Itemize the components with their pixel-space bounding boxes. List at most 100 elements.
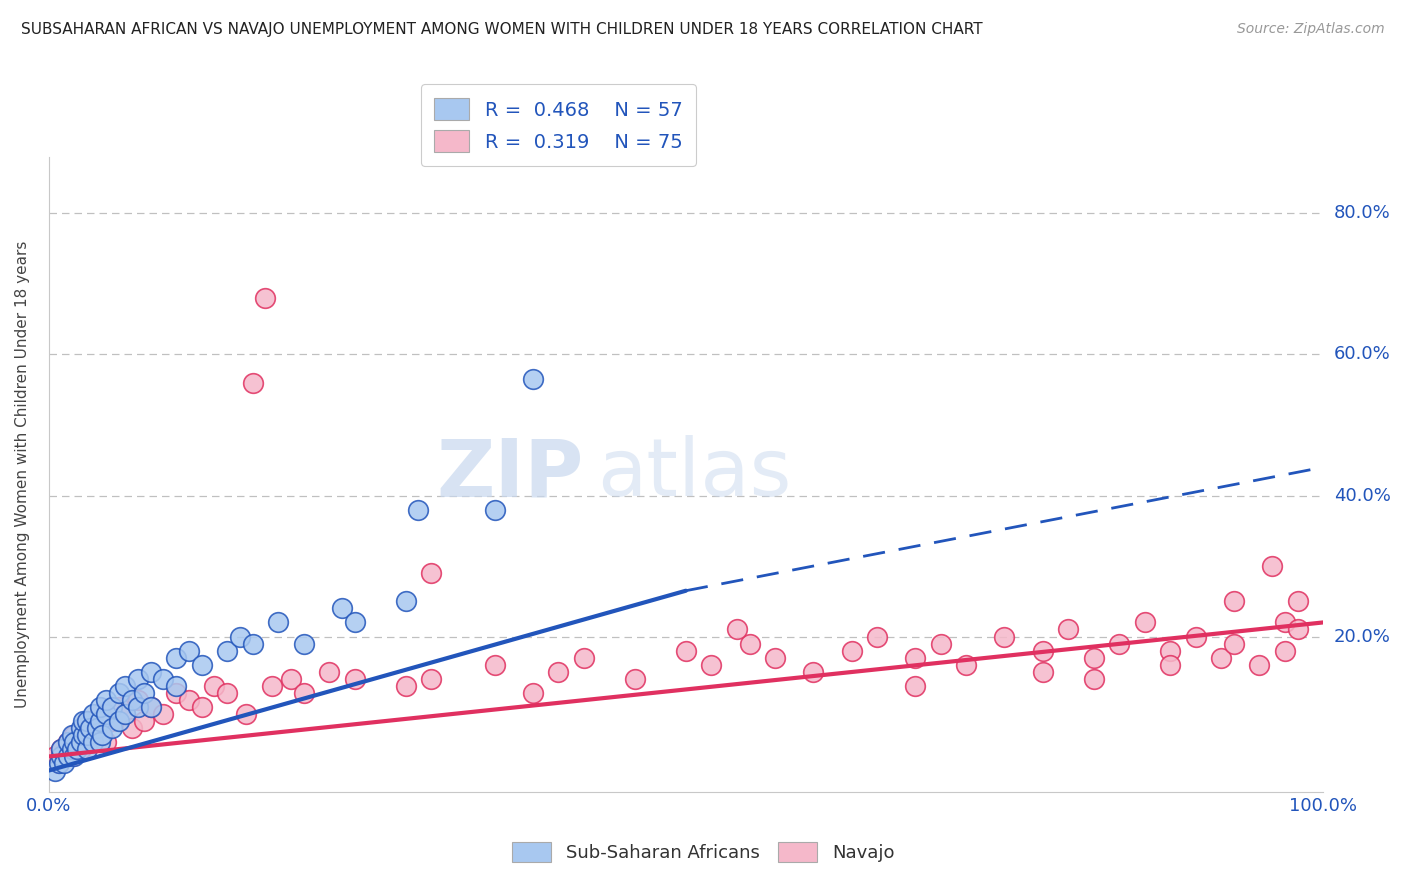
Point (1249, 657, 1271, 672)
Point (522, 372, 544, 386)
Point (56, 735, 79, 749)
Point (152, 672, 174, 686)
Point (1184, 630, 1206, 644)
Point (1286, 594, 1309, 608)
Point (190, 657, 212, 672)
Point (101, 714, 124, 728)
Point (139, 700, 162, 714)
Point (763, 650, 786, 665)
Point (1057, 623, 1080, 637)
Point (48, 756, 70, 771)
Point (394, 594, 416, 608)
Point (408, 502, 430, 516)
Point (139, 665, 162, 679)
Point (114, 679, 136, 693)
Text: ZIP: ZIP (437, 435, 583, 514)
Point (72, 714, 94, 728)
Point (217, 686, 239, 700)
Point (343, 672, 366, 686)
Point (343, 615, 366, 630)
Point (420, 566, 443, 580)
Point (202, 679, 225, 693)
Point (73, 721, 96, 735)
Point (51, 742, 73, 756)
Point (1159, 657, 1181, 672)
Point (114, 707, 136, 722)
Point (121, 721, 143, 735)
Point (394, 679, 416, 693)
Point (76, 735, 98, 749)
Point (1159, 643, 1181, 657)
Point (44, 764, 66, 778)
Point (675, 643, 697, 657)
Text: 40.0%: 40.0% (1334, 486, 1391, 505)
Point (60, 742, 83, 756)
Point (63, 735, 86, 749)
Point (292, 686, 315, 700)
Point (904, 650, 927, 665)
Point (330, 601, 353, 615)
Point (76, 728, 98, 742)
Point (60, 749, 83, 764)
Point (866, 630, 889, 644)
Point (572, 650, 595, 665)
Point (82, 735, 104, 749)
Point (522, 686, 544, 700)
Point (1108, 637, 1130, 651)
Point (79, 721, 101, 735)
Point (420, 672, 443, 686)
Legend: R =  0.468    N = 57, R =  0.319    N = 75: R = 0.468 N = 57, R = 0.319 N = 75 (420, 84, 696, 166)
Point (1032, 665, 1054, 679)
Point (108, 700, 131, 714)
Point (121, 693, 143, 707)
Legend: Sub-Saharan Africans, Navajo: Sub-Saharan Africans, Navajo (505, 834, 901, 870)
Text: 60.0%: 60.0% (1334, 345, 1391, 363)
Point (700, 657, 723, 672)
Point (152, 707, 174, 722)
Point (76, 742, 98, 756)
Point (91, 728, 114, 742)
Point (89, 707, 111, 722)
Point (318, 665, 340, 679)
Point (242, 637, 264, 651)
Point (66, 742, 89, 756)
Point (94, 693, 117, 707)
Point (993, 630, 1015, 644)
Point (177, 693, 200, 707)
Point (89, 700, 111, 714)
Point (841, 643, 863, 657)
Point (127, 700, 149, 714)
Point (108, 714, 131, 728)
Point (165, 679, 187, 693)
Text: SUBSAHARAN AFRICAN VS NAVAJO UNEMPLOYMENT AMONG WOMEN WITH CHILDREN UNDER 18 YEA: SUBSAHARAN AFRICAN VS NAVAJO UNEMPLOYMEN… (21, 22, 983, 37)
Point (94, 735, 117, 749)
Point (76, 714, 98, 728)
Text: Source: ZipAtlas.com: Source: ZipAtlas.com (1237, 22, 1385, 37)
Point (1133, 615, 1156, 630)
Point (69, 721, 91, 735)
Point (267, 615, 290, 630)
Point (165, 650, 187, 665)
Point (86, 721, 108, 735)
Point (89, 721, 111, 735)
Point (76, 714, 98, 728)
Point (955, 657, 977, 672)
Point (44, 749, 66, 764)
Point (69, 735, 91, 749)
Point (1223, 594, 1246, 608)
Point (108, 686, 131, 700)
Point (280, 672, 302, 686)
Point (60, 728, 83, 742)
Point (1261, 559, 1284, 574)
Point (1223, 637, 1246, 651)
Text: 20.0%: 20.0% (1334, 628, 1391, 646)
Point (725, 623, 748, 637)
Point (89, 735, 111, 749)
Point (484, 657, 506, 672)
Point (165, 686, 187, 700)
Point (1083, 650, 1105, 665)
Point (94, 707, 117, 722)
Point (82, 728, 104, 742)
Point (1274, 615, 1296, 630)
Point (1083, 672, 1105, 686)
